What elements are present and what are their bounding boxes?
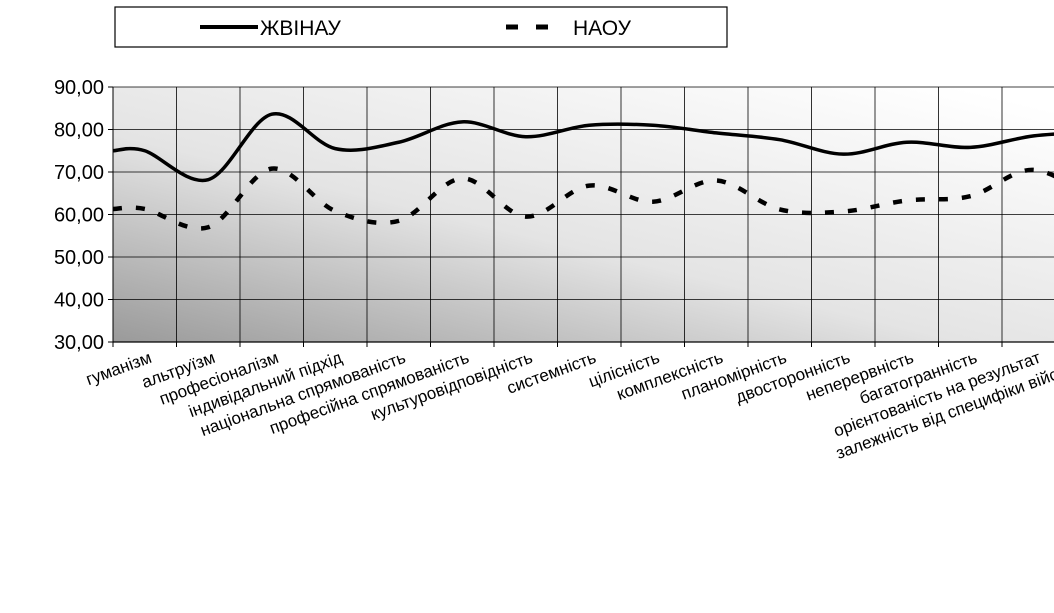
y-tick-label: 40,00 <box>54 290 104 312</box>
x-axis: гуманізмальтруїзмпрофесіоналізміндивідал… <box>83 341 1054 463</box>
y-tick-label: 90,00 <box>54 77 104 99</box>
y-tick-label: 60,00 <box>54 205 104 227</box>
series-line-0 <box>112 112 1054 183</box>
series-lines <box>112 112 1054 231</box>
y-tick-label: 50,00 <box>54 247 104 269</box>
series-line-1 <box>112 166 1054 231</box>
y-tick-label: 30,00 <box>54 332 104 354</box>
y-axis: 30,00 40,00 50,00 60,00 70,00 80,00 90,00 <box>54 77 114 354</box>
legend-label-0: ЖВІНАУ <box>260 17 341 40</box>
y-tick-label: 70,00 <box>54 162 104 184</box>
legend-label-1: НАОУ <box>573 17 632 40</box>
legend: ЖВІНАУ НАОУ <box>114 6 728 48</box>
y-tick-label: 80,00 <box>54 120 104 142</box>
